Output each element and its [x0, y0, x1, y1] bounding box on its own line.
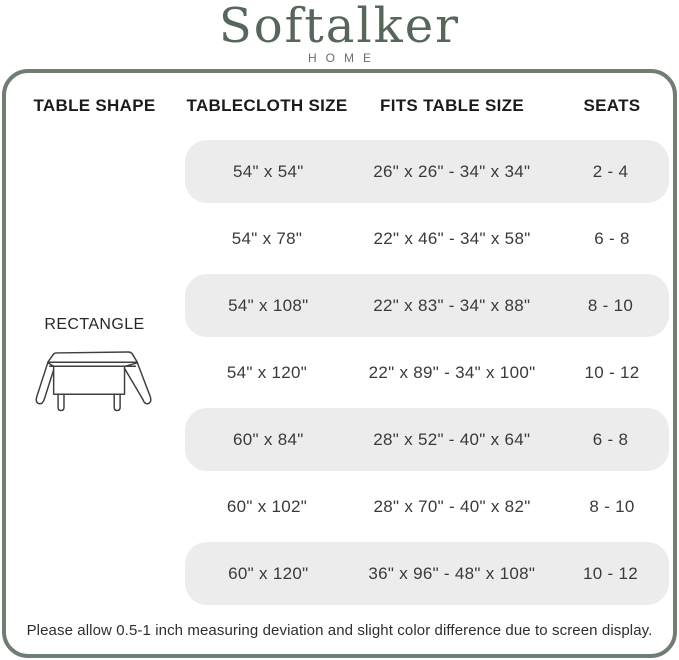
fits-table-size-value: 22" x 89" - 34" x 100" [368, 362, 536, 382]
tablecloth-size-value: 60" x 120" [228, 563, 309, 583]
size-chart-frame: TABLE SHAPE TABLECLOTH SIZE FITS TABLE S… [2, 69, 677, 658]
seats-value: 2 - 4 [592, 161, 629, 181]
column-header-fits-table-size: FITS TABLE SIZE [380, 95, 524, 115]
column-header-seats: SEATS [583, 95, 641, 115]
seats-value: 10 - 12 [582, 563, 638, 583]
seats-value: 8 - 10 [587, 295, 634, 315]
table-row: 60" x 102" 28" x 70" - 40" x 82" 8 - 10 [183, 473, 671, 540]
table-row: 54" x 120" 22" x 89" - 34" x 100" 10 - 1… [183, 339, 671, 406]
table-row: 60" x 84" 28" x 52" - 40" x 64" 6 - 8 [183, 406, 671, 473]
table-shape-label: RECTANGLE [44, 315, 145, 333]
table-row: 54" x 108" 22" x 83" - 34" x 88" 8 - 10 [183, 272, 671, 339]
fits-table-size-value: 36" x 96" - 48" x 108" [368, 563, 536, 583]
table-row: 54" x 78" 22" x 46" - 34" x 58" 6 - 8 [183, 205, 671, 272]
fits-table-size-value: 22" x 46" - 34" x 58" [373, 228, 531, 248]
tablecloth-size-value: 54" x 120" [226, 362, 308, 382]
table-shape-cell: RECTANGLE [6, 138, 183, 607]
tablecloth-size-value: 60" x 102" [226, 496, 308, 516]
rectangle-tablecloth-icon [35, 350, 152, 411]
fits-table-size-value: 28" x 52" - 40" x 64" [373, 429, 531, 449]
seats-value: 6 - 8 [594, 228, 630, 248]
size-chart-header-row: TABLE SHAPE TABLECLOTH SIZE FITS TABLE S… [6, 73, 673, 138]
column-header-table-shape: TABLE SHAPE [33, 95, 156, 115]
size-chart-body: RECTANGLE 54" x 54" 26" x 26" - 34" x 34… [6, 138, 673, 607]
seats-value: 6 - 8 [592, 429, 629, 449]
table-row: 60" x 120" 36" x 96" - 48" x 108" 10 - 1… [183, 540, 671, 607]
fits-table-size-value: 26" x 26" - 34" x 34" [373, 161, 531, 181]
tablecloth-size-value: 54" x 54" [233, 161, 304, 181]
tablecloth-size-value: 54" x 78" [231, 228, 303, 248]
measuring-deviation-note: Please allow 0.5-1 inch measuring deviat… [26, 622, 653, 639]
seats-value: 10 - 12 [584, 362, 640, 382]
tablecloth-size-value: 60" x 84" [233, 429, 304, 449]
column-header-tablecloth-size: TABLECLOTH SIZE [186, 95, 348, 115]
brand-tagline: HOME [308, 51, 380, 65]
fits-table-size-value: 22" x 83" - 34" x 88" [373, 295, 531, 315]
table-row: 54" x 54" 26" x 26" - 34" x 34" 2 - 4 [183, 138, 671, 205]
size-rows: 54" x 54" 26" x 26" - 34" x 34" 2 - 4 54… [183, 138, 671, 607]
brand-logo: Softalker HOME [0, 2, 679, 64]
tablecloth-size-value: 54" x 108" [228, 295, 309, 315]
brand-name: Softalker [218, 0, 461, 54]
seats-value: 8 - 10 [589, 496, 635, 516]
fits-table-size-value: 28" x 70" - 40" x 82" [373, 496, 531, 516]
